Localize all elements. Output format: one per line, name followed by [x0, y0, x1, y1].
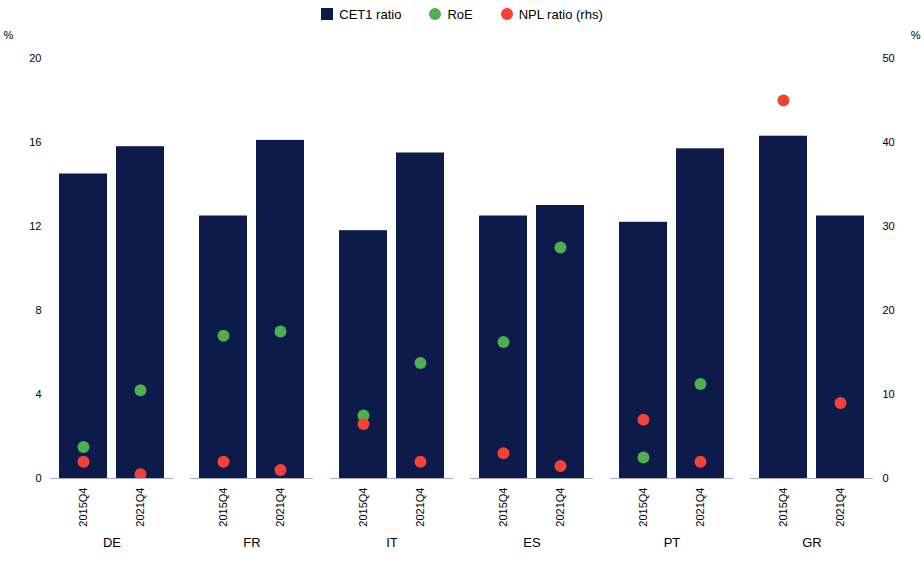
html-text:RoE: RoE: [447, 6, 473, 22]
svg-text:2021Q4: 2021Q4: [554, 488, 566, 527]
svg-text:%: %: [4, 29, 14, 41]
svg-text:2021Q4: 2021Q4: [274, 488, 286, 527]
svg-text:4: 4: [35, 388, 41, 400]
svg-text:2015Q4: 2015Q4: [777, 488, 789, 527]
svg-text:2015Q4: 2015Q4: [357, 488, 369, 527]
svg-text:2015Q4: 2015Q4: [217, 488, 229, 527]
svg-text:20: 20: [29, 52, 41, 64]
svg-text:8: 8: [35, 304, 41, 316]
svg-text:GR: GR: [802, 535, 822, 550]
svg-text:20: 20: [883, 304, 895, 316]
svg-text:2015Q4: 2015Q4: [497, 488, 509, 527]
svg-text:16: 16: [29, 136, 41, 148]
svg-text:0: 0: [35, 472, 41, 484]
svg-text:2015Q4: 2015Q4: [637, 488, 649, 527]
svg-text:40: 40: [883, 136, 895, 148]
svg-text:30: 30: [883, 220, 895, 232]
svg-text:2021Q4: 2021Q4: [834, 488, 846, 527]
html-text:NPL ratio (rhs): NPL ratio (rhs): [518, 6, 603, 22]
svg-text:2015Q4: 2015Q4: [77, 488, 89, 527]
html-text:CET1 ratio: CET1 ratio: [339, 6, 402, 22]
svg-text:2021Q4: 2021Q4: [414, 488, 426, 527]
svg-text:2021Q4: 2021Q4: [694, 488, 706, 527]
svg-text:IT: IT: [386, 535, 398, 550]
svg-text:50: 50: [883, 52, 895, 64]
svg-text:PT: PT: [664, 535, 681, 550]
svg-text:2021Q4: 2021Q4: [134, 488, 146, 527]
svg-text:0: 0: [883, 472, 889, 484]
svg-text:10: 10: [883, 388, 895, 400]
svg-text:%: %: [911, 29, 921, 41]
svg-text:ES: ES: [523, 535, 541, 550]
svg-text:FR: FR: [243, 535, 260, 550]
svg-text:12: 12: [29, 220, 41, 232]
svg-text:DE: DE: [103, 535, 121, 550]
